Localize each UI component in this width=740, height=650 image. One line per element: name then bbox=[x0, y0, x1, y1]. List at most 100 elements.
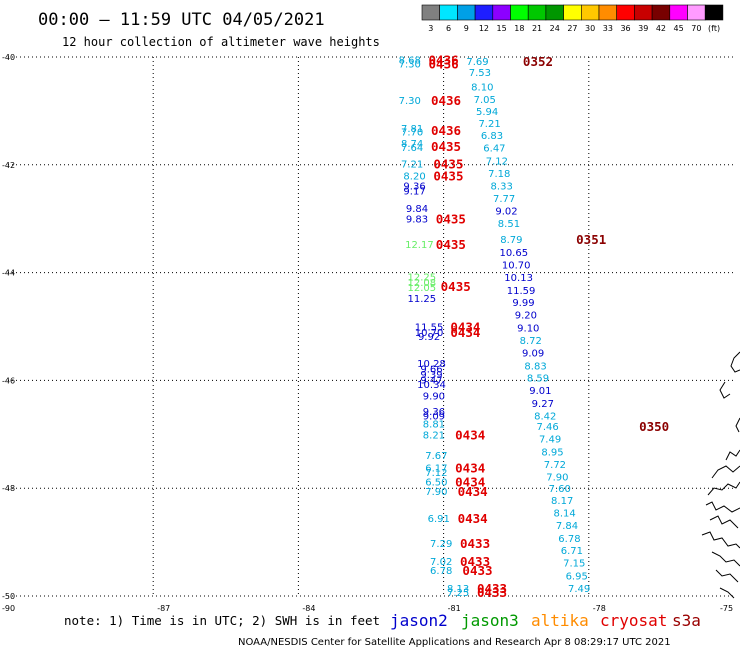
scale-swatch bbox=[651, 4, 671, 21]
wave-height-label: 8.74 bbox=[401, 139, 423, 150]
scale-label: 24 bbox=[550, 24, 560, 33]
wave-height-label: 8.83 bbox=[524, 361, 546, 372]
wave-height-label: 7.69 bbox=[466, 57, 488, 68]
wave-height-label: 9.66 bbox=[420, 365, 442, 376]
wave-height-label: 10.70 bbox=[415, 328, 444, 339]
wave-height-label: 11.55 bbox=[415, 323, 444, 334]
scale-label: 27 bbox=[567, 24, 577, 33]
wave-height-label: 5.94 bbox=[476, 107, 498, 118]
wave-height-label: 7.64 bbox=[401, 143, 423, 154]
wave-height-label: 7.05 bbox=[474, 95, 496, 106]
satellite-s3a: s3a bbox=[672, 611, 701, 630]
x-tick-label: -87 bbox=[157, 604, 170, 613]
wave-height-label: 8.14 bbox=[553, 508, 575, 519]
wave-height-label: 9.36 bbox=[423, 407, 445, 418]
wave-height-label: 8.68 bbox=[399, 56, 421, 67]
wave-height-label: 7.70 bbox=[401, 127, 423, 138]
wave-height-label: 7.84 bbox=[556, 521, 578, 532]
scale-swatch bbox=[457, 4, 476, 21]
wave-height-label: 12.08 bbox=[407, 278, 436, 289]
time-labels: 0436043604360436043504350435043504350435… bbox=[429, 53, 670, 601]
wave-height-label: 7.30 bbox=[399, 96, 421, 107]
wave-height-label: 8.95 bbox=[541, 448, 563, 459]
wave-height-label: 9.02 bbox=[495, 207, 517, 218]
wave-height-label: 12.25 bbox=[407, 272, 436, 283]
wave-height-label: 6.47 bbox=[483, 144, 505, 155]
pass-time-label: 0436 bbox=[429, 56, 459, 71]
scale-label: 18 bbox=[514, 24, 524, 33]
wave-height-label: 8.51 bbox=[498, 219, 520, 230]
wave-height-label: 7.53 bbox=[469, 68, 491, 79]
wave-height-label: 10.13 bbox=[504, 273, 533, 284]
scale-swatch bbox=[616, 4, 635, 21]
wave-height-label: 6.17 bbox=[425, 464, 447, 475]
pass-time-label: 0434 bbox=[450, 320, 480, 335]
scale-swatch bbox=[527, 4, 547, 21]
y-tick-label: -44 bbox=[2, 269, 15, 278]
wave-height-label: 9.27 bbox=[532, 399, 554, 410]
satellite-legend: jason2 jason3 altika cryosat s3a bbox=[390, 611, 701, 630]
x-tick-label: -75 bbox=[720, 604, 733, 613]
satellite-jason3: jason3 bbox=[461, 611, 519, 630]
pass-time-label: 0434 bbox=[455, 475, 485, 490]
scale-label: 30 bbox=[585, 24, 595, 33]
pass-time-label: 0433 bbox=[477, 581, 507, 596]
wave-height-label: 6.78 bbox=[430, 566, 452, 577]
pass-time-label: 0433 bbox=[477, 585, 507, 600]
scale-label: 12 bbox=[479, 24, 489, 33]
wave-height-label: 6.78 bbox=[558, 534, 580, 545]
scale-label: 70 bbox=[691, 24, 701, 33]
pass-time-label: 0435 bbox=[431, 139, 461, 154]
scale-label: 42 bbox=[656, 24, 666, 33]
credit-footer: NOAA/NESDIS Center for Satellite Applica… bbox=[238, 637, 671, 648]
wave-height-label: 8.10 bbox=[471, 83, 493, 94]
y-tick-label: -48 bbox=[2, 484, 15, 493]
wave-height-label: 6.83 bbox=[481, 131, 503, 142]
wave-height-label: 7.02 bbox=[430, 557, 452, 568]
coastline bbox=[701, 351, 740, 599]
wave-height-label: 7.49 bbox=[539, 435, 561, 446]
wave-height-label: 10.28 bbox=[417, 359, 446, 370]
wave-height-label: 6.91 bbox=[428, 514, 450, 525]
pass-time-label: 0434 bbox=[455, 461, 485, 476]
wave-height-label: 6.71 bbox=[561, 546, 583, 557]
scale-label: 39 bbox=[638, 24, 648, 33]
pass-time-label: 0436 bbox=[429, 53, 459, 68]
wave-height-label: 7.72 bbox=[544, 460, 566, 471]
wave-height-label: 9.92 bbox=[418, 332, 440, 343]
wave-height-label: 9.39 bbox=[420, 370, 442, 381]
lat-lon-grid bbox=[8, 56, 734, 597]
scale-label: (ft) bbox=[708, 24, 720, 33]
wave-height-label: 9.84 bbox=[406, 204, 428, 215]
wave-height-label: 8.79 bbox=[500, 235, 522, 246]
y-tick-label: -40 bbox=[2, 53, 15, 62]
pass-time-label: 0434 bbox=[450, 325, 480, 340]
y-tick-label: -50 bbox=[2, 592, 15, 601]
wave-height-label: 9.17 bbox=[403, 187, 425, 198]
pass-time-label: 0350 bbox=[639, 419, 669, 434]
wave-height-label: 7.21 bbox=[478, 119, 500, 130]
wave-height-label: 11.59 bbox=[507, 286, 536, 297]
pass-time-label: 0436 bbox=[431, 123, 461, 138]
x-tick-label: -84 bbox=[302, 604, 315, 613]
pass-time-label: 0435 bbox=[433, 169, 463, 184]
scale-swatch bbox=[563, 4, 582, 21]
y-tick-label: -42 bbox=[2, 161, 15, 170]
tick-labels: -40 -42 -44 -46 -48 -50 -90 -87 -84 -81 -78 -75 bbox=[2, 53, 733, 613]
x-tick-label: -90 bbox=[2, 604, 15, 613]
scale-swatch bbox=[687, 4, 706, 21]
wave-height-label: 8.59 bbox=[527, 374, 549, 385]
scale-swatch bbox=[634, 4, 653, 21]
wave-height-label: 10.70 bbox=[502, 261, 531, 272]
scale-label: 15 bbox=[497, 24, 507, 33]
pass-time-label: 0435 bbox=[436, 212, 466, 227]
wave-height-label: 9.09 bbox=[423, 411, 445, 422]
wave-height-label: 6.95 bbox=[566, 572, 588, 583]
chart-title: 00:00 – 11:59 UTC 04/05/2021 bbox=[38, 10, 325, 30]
x-tick-label: -78 bbox=[593, 604, 606, 613]
wave-height-label: 7.30 bbox=[399, 59, 421, 70]
wave-height-label: 7.46 bbox=[537, 422, 559, 433]
wave-height-label: 9.01 bbox=[529, 386, 551, 397]
scale-label: 21 bbox=[532, 24, 542, 33]
wave-height-label: 7.21 bbox=[401, 160, 423, 171]
